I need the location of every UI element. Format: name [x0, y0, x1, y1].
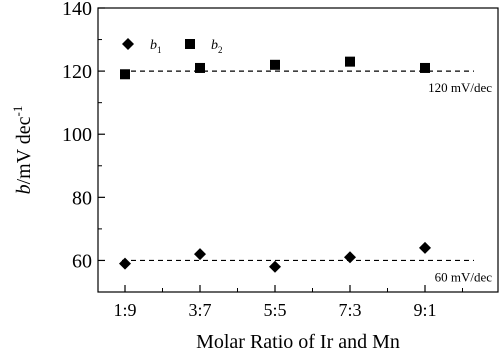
data-point-b1 — [344, 251, 356, 264]
legend-label: b2 — [211, 38, 223, 55]
y-tick-label: 140 — [62, 0, 92, 20]
data-point-b1 — [419, 241, 431, 254]
x-tick-label: 7:3 — [338, 300, 361, 320]
y-tick-label: 80 — [72, 187, 92, 209]
reference-line-label: 60 mV/dec — [435, 269, 493, 284]
reference-line-label: 120 mV/dec — [428, 80, 492, 95]
x-tick-label: 3:7 — [188, 300, 211, 320]
plot-frame — [97, 7, 499, 293]
data-point-b2 — [120, 69, 130, 80]
y-tick-label: 100 — [62, 124, 92, 146]
legend-marker — [122, 38, 134, 50]
legend-label: b1 — [150, 38, 162, 55]
data-point-b2 — [270, 59, 280, 70]
data-point-b2 — [420, 62, 430, 73]
data-point-b2 — [195, 62, 205, 73]
y-tick-label: 60 — [72, 250, 92, 272]
data-point-b1 — [269, 260, 281, 273]
x-axis-label: Molar Ratio of Ir and Mn — [196, 331, 400, 353]
data-point-b2 — [345, 56, 355, 67]
x-tick-label: 5:5 — [263, 300, 286, 320]
data-point-b1 — [119, 257, 131, 270]
y-tick-label: 120 — [62, 61, 92, 83]
y-axis-label: b/mV dec-1 — [10, 106, 35, 195]
x-tick-label: 1:9 — [113, 300, 136, 320]
data-point-b1 — [194, 248, 206, 261]
x-tick-label: 9:1 — [413, 300, 436, 320]
legend-marker — [185, 39, 195, 49]
